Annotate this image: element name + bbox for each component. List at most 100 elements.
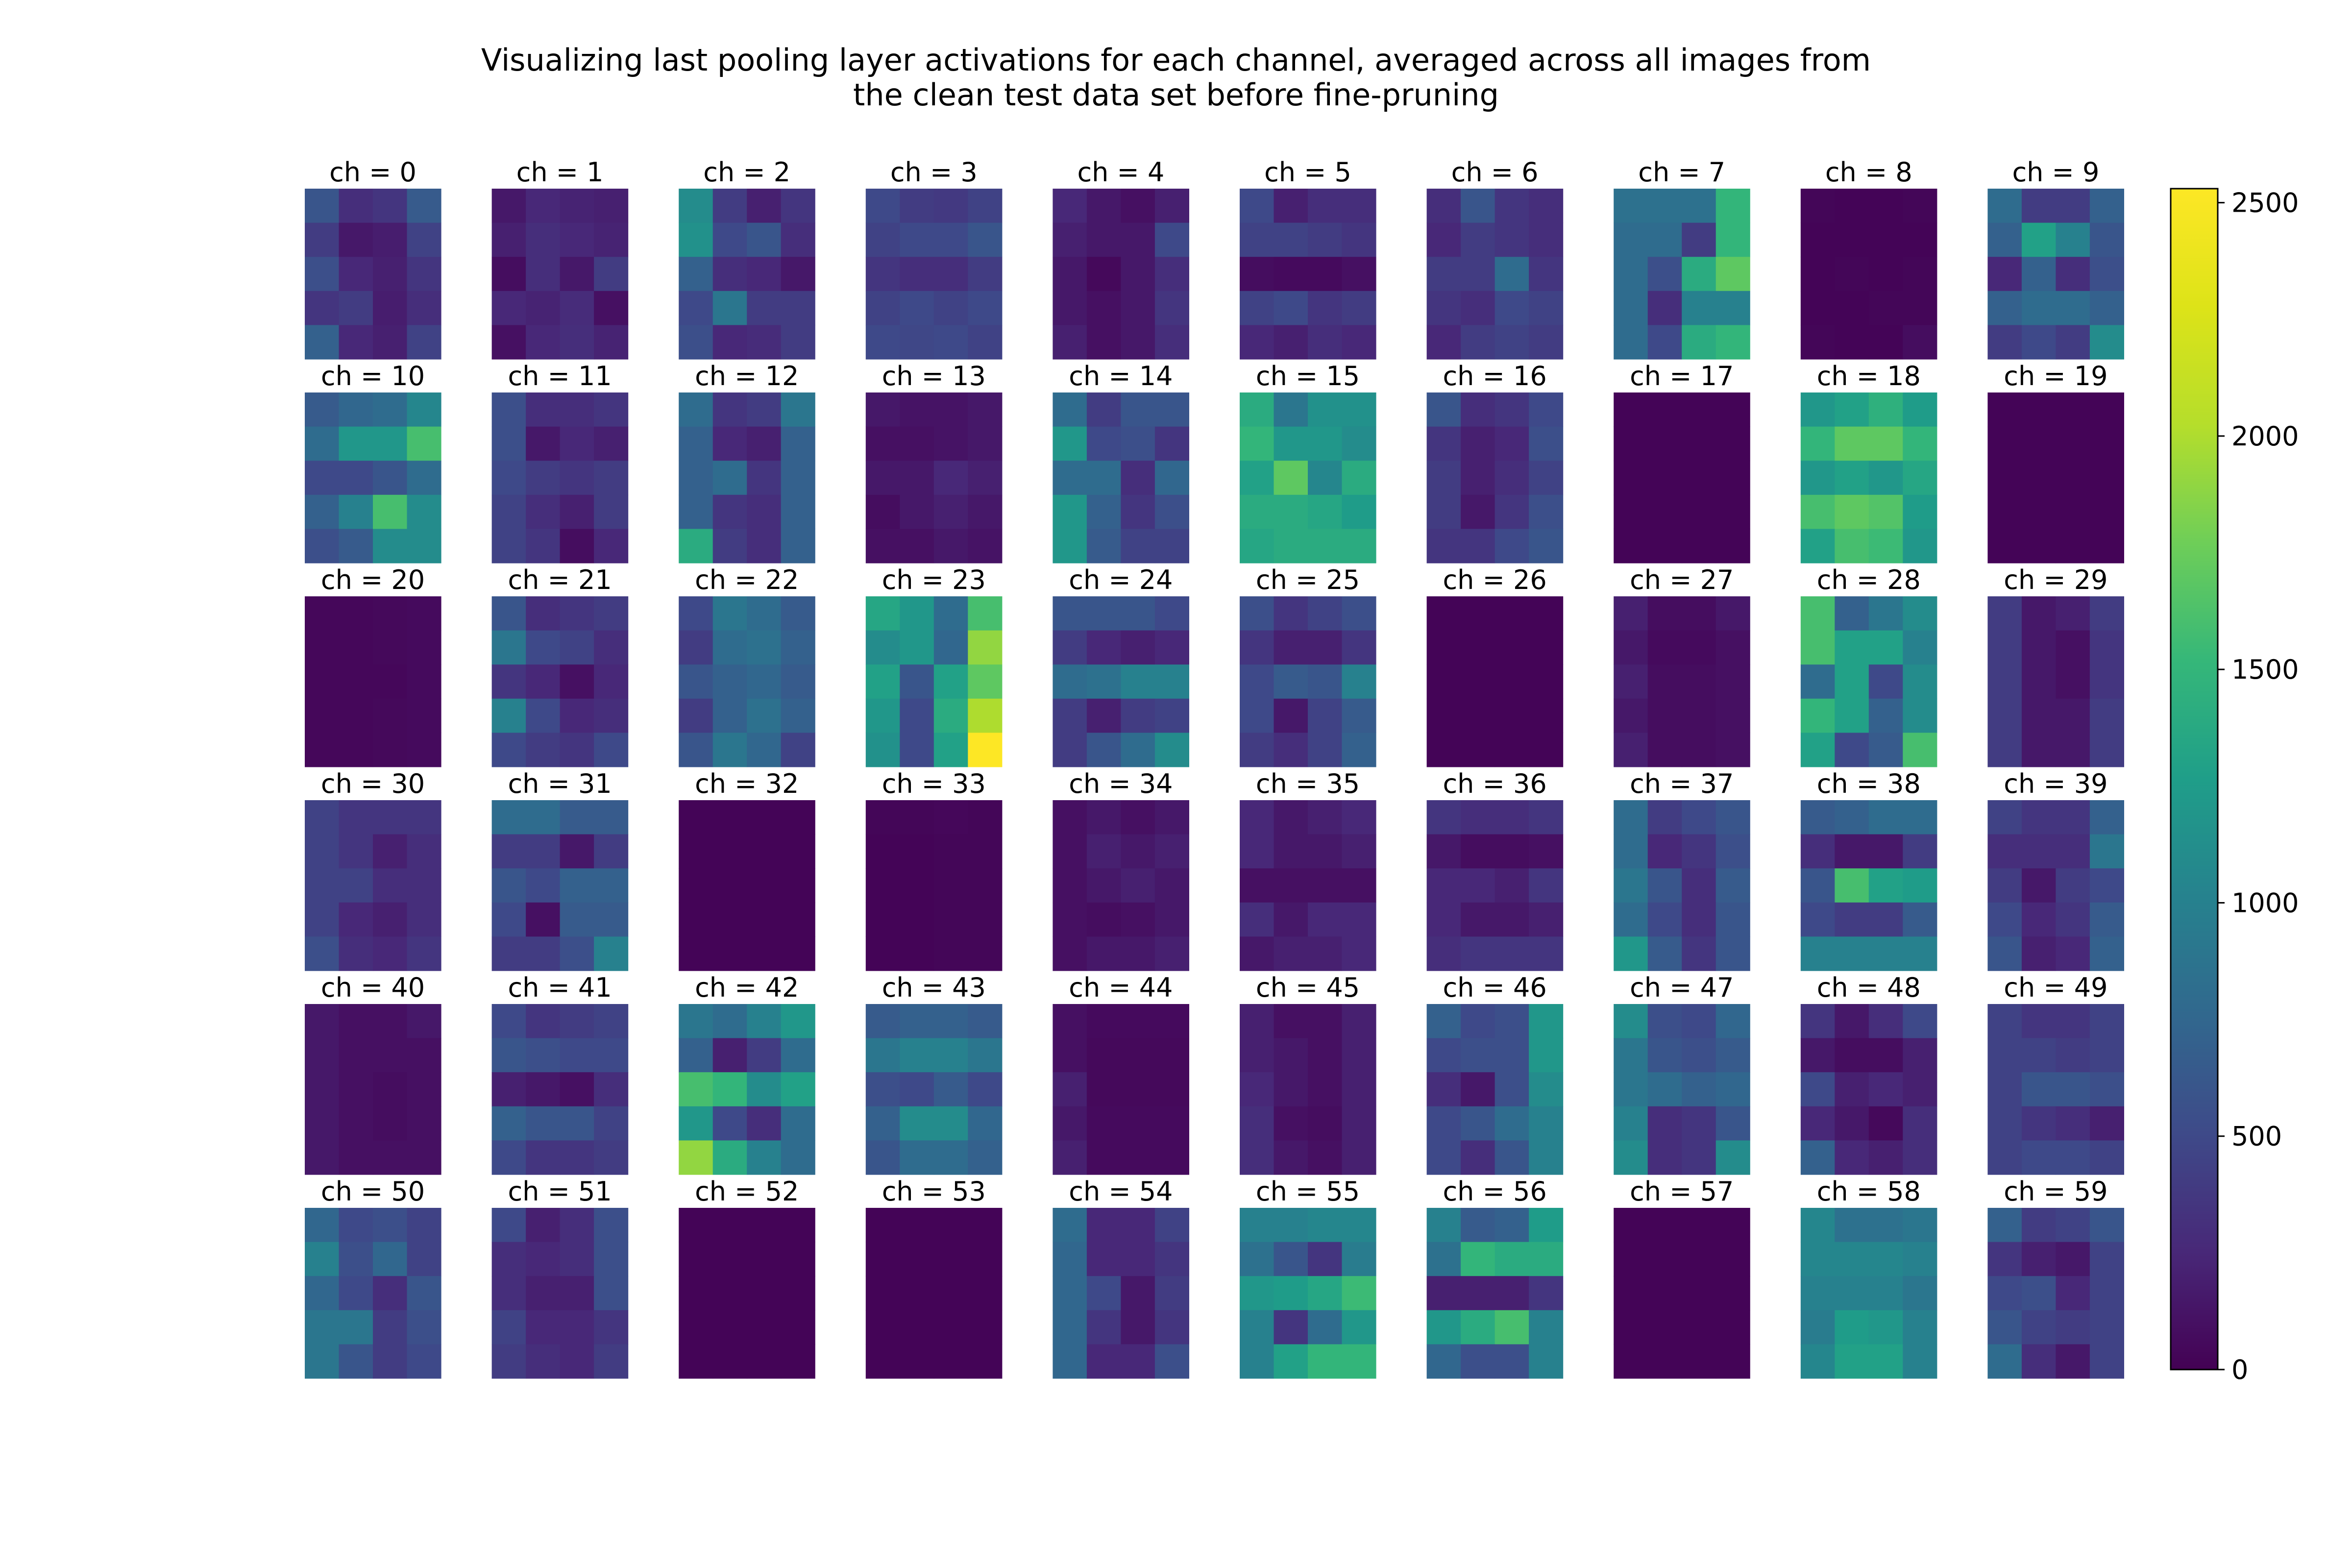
heatmap-cell [781,291,815,325]
heatmap-cell [1154,902,1189,937]
heatmap-cell [2021,426,2056,461]
heatmap-cell [407,1140,441,1175]
heatmap-cell [712,494,747,529]
heatmap-cell [407,257,441,292]
heatmap-cell [1987,596,2022,631]
heatmap-cell [1274,1004,1308,1039]
heatmap-cell [968,461,1003,495]
panel-title: ch = 46 [1443,972,1546,1003]
heatmap-cell [1053,1004,1087,1039]
heatmap-cell [339,1038,373,1073]
heatmap-cell [747,222,782,257]
heatmap-cell [1800,936,1835,971]
heatmap-cell [491,1004,526,1039]
heatmap-cell [1715,1106,1750,1141]
heatmap-cell [1308,1140,1343,1175]
heatmap-cell [1154,1242,1189,1276]
heatmap-cell [1086,189,1121,223]
heatmap-cell [1461,1004,1495,1039]
heatmap-cell [1426,596,1461,631]
heatmap-cell [1682,834,1716,869]
heatmap-cell [1240,1004,1274,1039]
heatmap-cell [1308,800,1343,835]
channel-panel: ch = 52 [679,1176,815,1379]
heatmap-cell [1240,392,1274,427]
heatmap-cell [1053,596,1087,631]
heatmap-cell [1868,1106,1903,1141]
heatmap-cell [1426,257,1461,292]
heatmap-cell [781,1038,815,1073]
heatmap-cell [968,630,1003,665]
heatmap-cell [1835,630,1869,665]
channel-panel: ch = 8 [1800,157,1937,360]
heatmap-cell [1274,291,1308,325]
heatmap-cell [1308,325,1343,360]
channel-panel: ch = 1 [491,157,629,360]
heatmap-cell [747,189,782,223]
heatmap-cell [1426,1004,1461,1039]
heatmap-cell [1835,834,1869,869]
heatmap-cell [1426,325,1461,360]
heatmap-cell [747,868,782,903]
heatmap-cell [865,1344,900,1379]
heatmap-cell [781,1310,815,1345]
heatmap-cell [1308,630,1343,665]
panel-title: ch = 26 [1443,564,1546,595]
heatmap-cell [1240,1140,1274,1175]
panel-title: ch = 12 [695,361,799,392]
panel-title: ch = 29 [2004,564,2107,595]
heatmap-cell [747,698,782,733]
heatmap-cell [1529,800,1564,835]
heatmap-cell [1086,936,1121,971]
heatmap-cell [1240,936,1274,971]
channel-panel: ch = 20 [305,564,441,767]
heatmap-cell [305,1072,340,1107]
heatmap-cell [933,494,968,529]
panel-title: ch = 13 [882,361,986,392]
heatmap-cell [900,189,934,223]
heatmap-cell [1426,1072,1461,1107]
heatmap-cell [781,257,815,292]
heatmap-cell [1240,1242,1274,1276]
heatmap-cell [1715,461,1750,495]
heatmap-cell [1274,494,1308,529]
heatmap-cell [1274,834,1308,869]
panel-title: ch = 18 [1817,361,1921,392]
channel-panel: ch = 51 [491,1176,629,1379]
heatmap-cell [900,800,934,835]
heatmap-cell [1800,325,1835,360]
heatmap-cell [1240,630,1274,665]
heatmap-cell [1154,325,1189,360]
heatmap-cell [1903,392,1937,427]
heatmap-cell [712,426,747,461]
heatmap-cell [594,1208,629,1243]
heatmap-cell [1647,800,1682,835]
heatmap-cell [305,1106,340,1141]
heatmap-cell [491,630,526,665]
heatmap-cell [1121,630,1155,665]
heatmap-cell [1086,222,1121,257]
heatmap-cell [933,1004,968,1039]
heatmap-cell [1868,1072,1903,1107]
heatmap-cell [407,494,441,529]
heatmap-cell [1494,189,1529,223]
heatmap-cell [781,222,815,257]
heatmap-cell [1614,1140,1648,1175]
heatmap-cell [1647,426,1682,461]
heatmap-cell [781,1140,815,1175]
heatmap-cell [747,291,782,325]
heatmap-cell [2056,698,2090,733]
heatmap-cell [407,1208,441,1243]
heatmap-cell [1121,1208,1155,1243]
heatmap-cell [526,222,561,257]
heatmap-cell [968,1310,1003,1345]
colorbar-tick-label: 1000 [2231,887,2299,918]
heatmap-cell [1342,834,1376,869]
heatmap-cell [747,257,782,292]
heatmap-cell [1461,222,1495,257]
heatmap-cell [1682,426,1716,461]
heatmap-cell [1274,189,1308,223]
heatmap-cell [1342,596,1376,631]
heatmap-cell [1987,1310,2022,1345]
heatmap-cell [712,1344,747,1379]
